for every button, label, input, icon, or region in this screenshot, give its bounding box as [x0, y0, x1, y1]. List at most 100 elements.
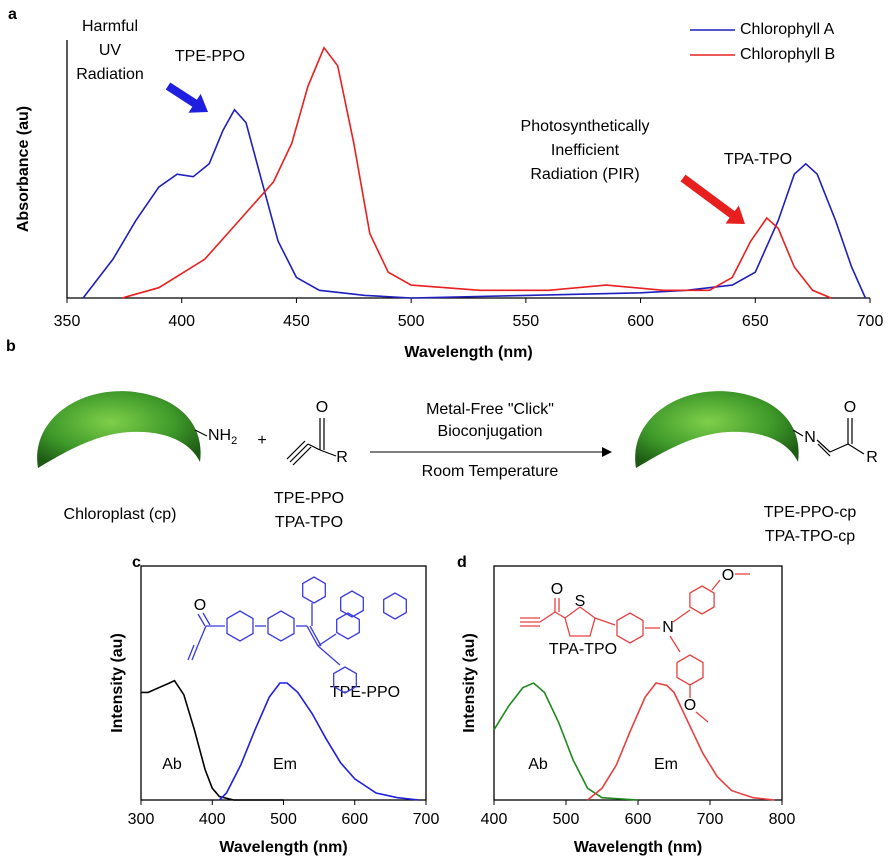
atom: O [844, 399, 856, 416]
bond [306, 625, 319, 647]
x-tick-label: 700 [413, 811, 440, 828]
amine-text: NH [208, 427, 231, 444]
atom: N [662, 619, 674, 636]
y-axis-label: Absorbance (au) [15, 106, 32, 232]
x-tick-label: 400 [481, 811, 508, 828]
bond [539, 611, 556, 623]
x-tick-label: 700 [697, 811, 724, 828]
x-tick-label: 400 [199, 811, 226, 828]
series-label: Em [654, 756, 678, 773]
series-label: Ab [162, 756, 182, 773]
bond [672, 609, 691, 623]
reagent: TPA-TPO [275, 514, 343, 531]
atom: S [575, 593, 586, 610]
atom: O [316, 399, 328, 416]
bond [594, 617, 616, 626]
panel-label: b [6, 338, 16, 355]
ring [616, 612, 644, 644]
bond [194, 429, 208, 437]
series-line [587, 682, 775, 801]
plus: + [257, 432, 266, 449]
chart: c 300 400 500 600 700 Wavelength (nm) Intensity… [109, 554, 439, 856]
x-tick-label: 450 [283, 313, 310, 330]
annotation: Radiation [76, 66, 144, 83]
arrow-head [602, 447, 612, 457]
product: TPE-PPO-cp [764, 504, 857, 521]
x-tick-label: 300 [128, 811, 155, 828]
series-line [218, 682, 419, 801]
x-axis-label: Wavelength (nm) [219, 839, 347, 856]
y-axis-label: Intensity (au) [461, 633, 478, 733]
x-tick-label: 500 [270, 811, 297, 828]
chloroplast [37, 391, 201, 468]
atom: R [866, 449, 878, 466]
alkyne [286, 418, 337, 466]
ring [689, 585, 715, 615]
series-line [82, 108, 867, 299]
atom: N [804, 429, 816, 446]
bond [197, 613, 206, 627]
product: TPA-TPO-cp [765, 528, 855, 545]
x-tick-label: 350 [54, 313, 81, 330]
panel-label: d [457, 554, 467, 571]
x-tick-label: 700 [857, 313, 884, 330]
condition: Bioconjugation [438, 423, 543, 440]
ring [226, 610, 254, 642]
x-tick-label: 600 [625, 811, 652, 828]
bond [669, 635, 681, 653]
x-tick-label: 400 [168, 313, 195, 330]
x-tick-label: 650 [742, 313, 769, 330]
x-tick-label: 500 [553, 811, 580, 828]
y-axis-label: Intensity (au) [109, 633, 126, 733]
ring [383, 592, 407, 620]
product-bonds [792, 418, 865, 457]
x-tick-label: 600 [627, 313, 654, 330]
bond [309, 625, 322, 647]
atom: R [336, 449, 348, 466]
chart: d 400 500 600 700 800 Wavelength (nm) Intensity… [457, 554, 795, 856]
bond [191, 644, 199, 661]
chloroplast [635, 391, 799, 468]
amine: NH2 [208, 427, 237, 447]
atom: O [722, 567, 734, 584]
amine-sub: 2 [231, 435, 237, 447]
bond [197, 625, 207, 646]
series-line [141, 679, 284, 801]
annotation: UV [99, 42, 122, 59]
bond [554, 611, 566, 619]
annotation: Photosynthetically [521, 118, 650, 135]
series-line [121, 46, 832, 299]
ring [676, 654, 704, 686]
x-tick-label: 550 [513, 313, 540, 330]
x-axis-label: Wavelength (nm) [574, 839, 702, 856]
x-tick-label: 800 [769, 811, 796, 828]
bond [317, 645, 341, 666]
bond [187, 644, 195, 661]
legend-label: Chlorophyll B [740, 46, 835, 63]
ring [336, 612, 360, 640]
chart: a 350 400 450 500 550 600 650 700 Wavelength (nm)… [8, 6, 883, 361]
series-label: Em [273, 756, 297, 773]
panel-label: c [132, 554, 141, 571]
x-axis-label: Wavelength (nm) [404, 344, 532, 361]
panel-label: a [8, 6, 17, 23]
annotation: TPE-PPO [330, 684, 400, 701]
annotation: TPE-PPO [175, 48, 245, 65]
bond [695, 711, 709, 723]
scheme: b NH2 + O R TPE-PPO TPA-TPO Metal-Free "… [6, 338, 878, 545]
x-tick-label: 600 [341, 811, 368, 828]
x-tick-label: 500 [398, 313, 425, 330]
atom: O [684, 697, 696, 714]
ring [302, 576, 326, 604]
reagent: TPE-PPO [274, 490, 344, 507]
condition: Room Temperature [422, 463, 559, 480]
arrow [165, 82, 208, 113]
condition: Metal-Free "Click" [426, 401, 554, 418]
annotation: Inefficient [551, 142, 620, 159]
thiophene [564, 606, 596, 637]
annotation: TPA-TPO [724, 151, 792, 168]
series-label: Ab [528, 756, 548, 773]
annotation: Radiation (PIR) [530, 166, 639, 183]
annotation: Harmful [82, 18, 138, 35]
